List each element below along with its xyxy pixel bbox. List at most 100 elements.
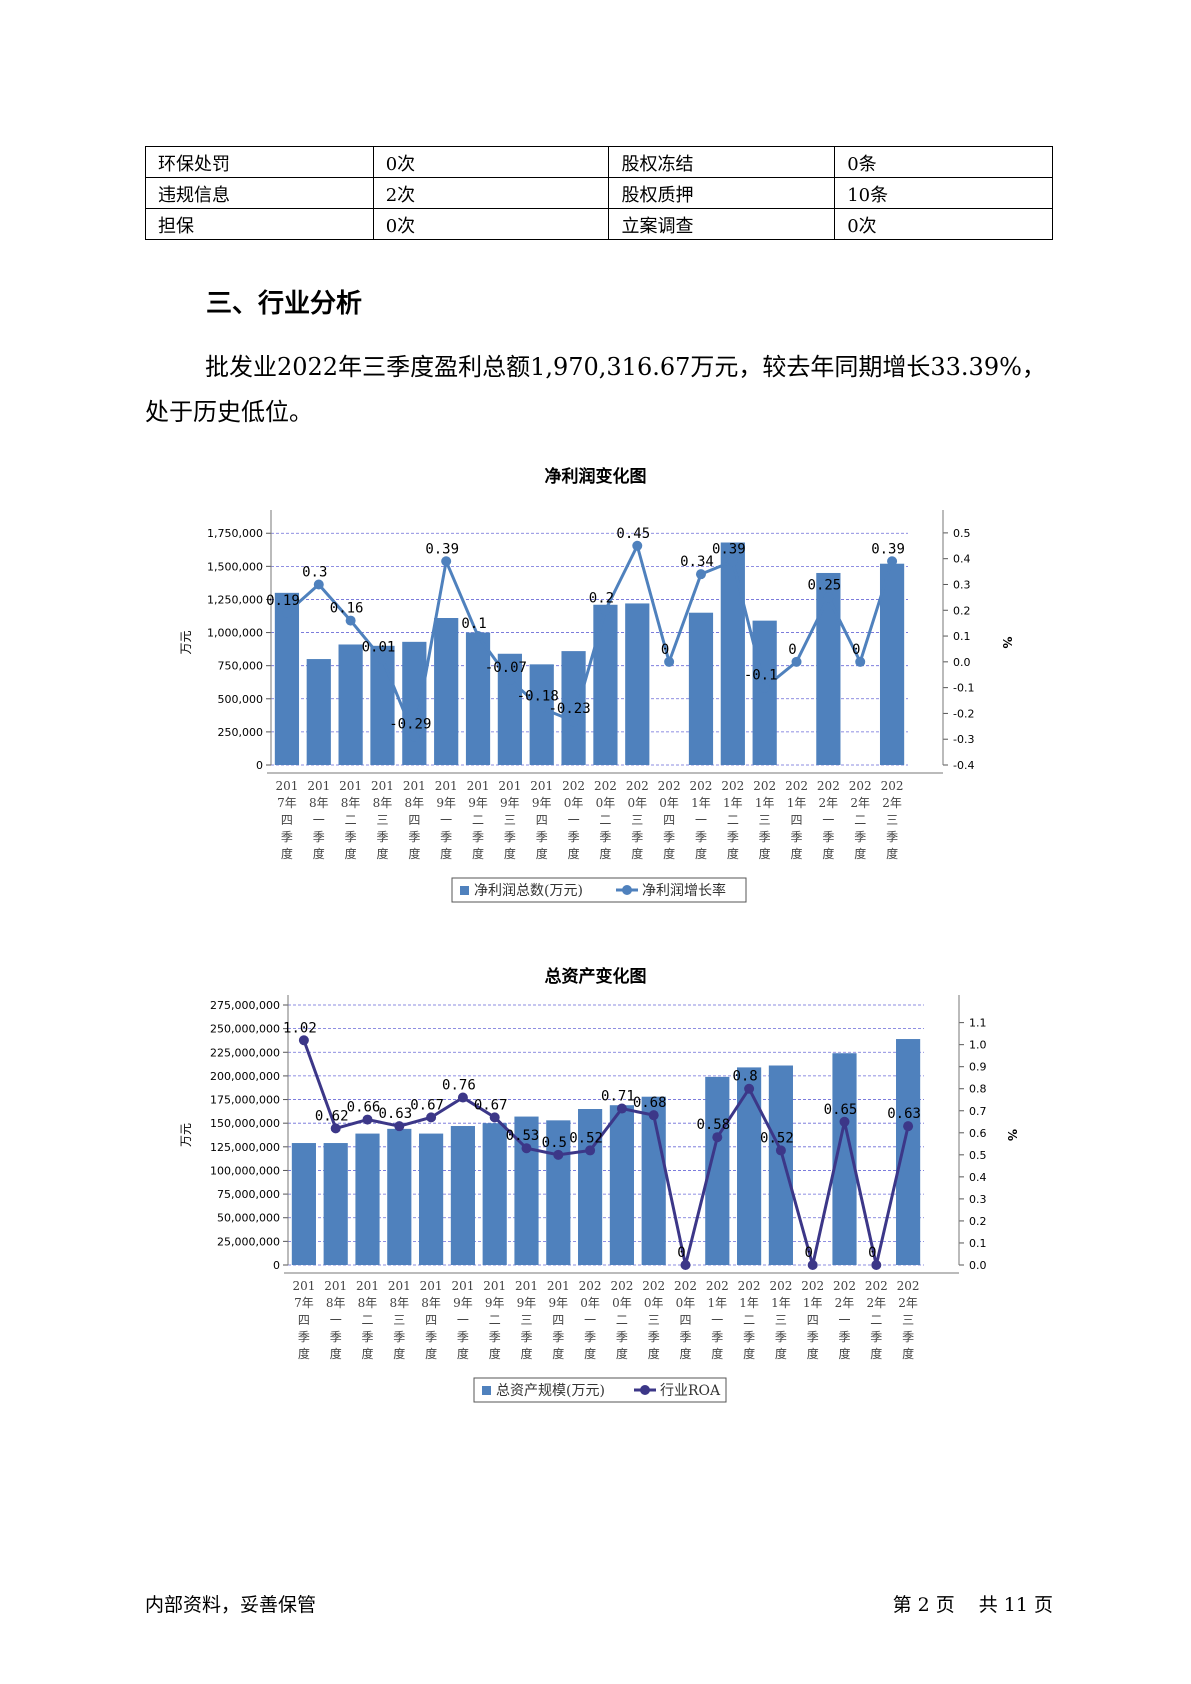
x-tick-label: 202 1年三季度: [753, 779, 776, 861]
bar: [402, 641, 427, 765]
data-label: 0.52: [569, 1130, 603, 1146]
point: [585, 1145, 596, 1156]
data-label: 0.5: [542, 1135, 567, 1151]
data-label: -0.23: [548, 701, 590, 717]
x-tick-label: 202 0年三季度: [642, 1279, 665, 1361]
data-label: 0: [804, 1245, 812, 1261]
chart-title-total-assets: 总资产变化图: [544, 967, 647, 987]
data-label: 0.62: [315, 1108, 349, 1124]
x-tick-label: 202 1年一季度: [690, 779, 713, 861]
net-profit-chart: 0 250,000 500,000 750,000 1,000,000 1,250,000…: [179, 510, 1014, 903]
bar: [688, 612, 714, 765]
point: [330, 1123, 341, 1134]
bar: [497, 653, 522, 765]
x-tick-label: 202 0年三季度: [626, 779, 649, 861]
data-label: -0.1: [744, 668, 778, 684]
y-right-tick-label: -0.1: [953, 682, 974, 695]
data-label: 0.58: [696, 1117, 730, 1133]
point: [839, 1116, 850, 1127]
data-label: 0: [661, 642, 669, 658]
bar: [387, 1128, 412, 1265]
point: [536, 703, 547, 714]
x-tick-label: 202 1年二季度: [738, 1279, 761, 1361]
data-label: 0.71: [601, 1089, 635, 1105]
y-right-axis-label: %: [1005, 1129, 1019, 1141]
y-right-tick-label: 0.3: [953, 578, 971, 591]
table-row: 担保 0次 立案调查 0次: [145, 208, 1053, 240]
point: [553, 1149, 564, 1160]
y-left-tick-label: 150,000,000: [210, 1117, 280, 1130]
point: [441, 556, 452, 567]
table-row: 环保处罚 0次 股权冻结 0条: [145, 146, 1053, 178]
y-right-tick-label: 0.8: [969, 1083, 987, 1096]
x-tick-label: 202 0年一季度: [579, 1279, 602, 1361]
x-tick-label: 201 7年四季度: [292, 1279, 315, 1361]
point: [759, 682, 770, 693]
data-label: 0: [677, 1245, 685, 1261]
data-label: 1.02: [283, 1020, 317, 1036]
data-label: 0.3: [302, 564, 327, 580]
point: [775, 1145, 786, 1156]
point: [568, 716, 579, 727]
x-tick-label: 201 9年二季度: [467, 779, 490, 861]
data-label: 0.67: [410, 1097, 444, 1113]
data-label: 0.1: [461, 616, 486, 632]
point: [807, 1260, 818, 1270]
data-label: 0.67: [474, 1097, 508, 1113]
y-right-tick-label: 0.5: [969, 1149, 987, 1162]
x-tick-label: 201 9年一季度: [435, 779, 458, 861]
legend-label-line: 行业ROA: [660, 1383, 721, 1399]
point: [823, 592, 834, 603]
table-cell-label: 股权质押: [608, 177, 836, 209]
bar: [768, 1065, 793, 1265]
x-tick-label: 202 1年二季度: [721, 779, 744, 861]
data-label: 0.19: [266, 593, 300, 609]
data-label: 0.76: [442, 1078, 476, 1094]
x-tick-label: 201 8年三季度: [388, 1279, 411, 1361]
y-left-tick-label: 125,000,000: [210, 1141, 280, 1154]
y-left-tick-label: 75,000,000: [217, 1188, 280, 1201]
y-right-tick-label: -0.2: [953, 707, 974, 720]
point: [409, 731, 420, 742]
data-label: 0.8: [732, 1069, 757, 1085]
x-tick-label: 202 2年一季度: [817, 779, 840, 861]
y-left-tick-label: 1,000,000: [207, 627, 263, 640]
data-label: 0.63: [378, 1106, 412, 1122]
x-tick-label: 202 1年四季度: [785, 779, 808, 861]
point: [871, 1260, 882, 1270]
y-right-axis-label: %: [1000, 636, 1014, 648]
table-cell-value: 10条: [834, 177, 1053, 209]
bar: [896, 1039, 921, 1265]
point: [695, 569, 706, 580]
point: [504, 674, 515, 685]
bar: [338, 644, 363, 765]
y-left-tick-label: 200,000,000: [210, 1070, 280, 1083]
x-tick-label: 201 9年四季度: [530, 779, 553, 861]
chart-title-net-profit: 净利润变化图: [544, 467, 647, 487]
data-label: -0.29: [389, 717, 431, 733]
bar: [291, 1143, 316, 1265]
x-tick-label: 202 2年三季度: [881, 779, 904, 861]
point: [345, 615, 356, 626]
table-cell-value: 0次: [372, 208, 610, 240]
x-tick-label: 201 8年二季度: [356, 1279, 379, 1361]
table-cell-value: 0次: [372, 146, 610, 178]
legend-swatch-point: [622, 885, 632, 895]
y-left-tick-label: 250,000,000: [210, 1023, 280, 1036]
y-right-tick-label: 0.7: [969, 1105, 987, 1118]
y-left-tick-label: 1,750,000: [207, 527, 263, 540]
table-cell-value: 0条: [834, 146, 1053, 178]
y-left-tick-label: 250,000: [218, 726, 264, 739]
point: [362, 1114, 373, 1125]
bar: [274, 592, 300, 765]
x-tick-label: 202 2年二季度: [849, 779, 872, 861]
bar: [720, 542, 745, 765]
legend: [473, 1377, 727, 1403]
x-tick-label: 202 0年二季度: [594, 779, 617, 861]
x-tick-label: 202 1年一季度: [706, 1279, 729, 1361]
x-tick-label: 202 2年一季度: [833, 1279, 856, 1361]
y-left-tick-label: 50,000,000: [217, 1212, 280, 1225]
section-heading: 三、行业分析: [206, 289, 363, 319]
series-line: [285, 541, 894, 742]
